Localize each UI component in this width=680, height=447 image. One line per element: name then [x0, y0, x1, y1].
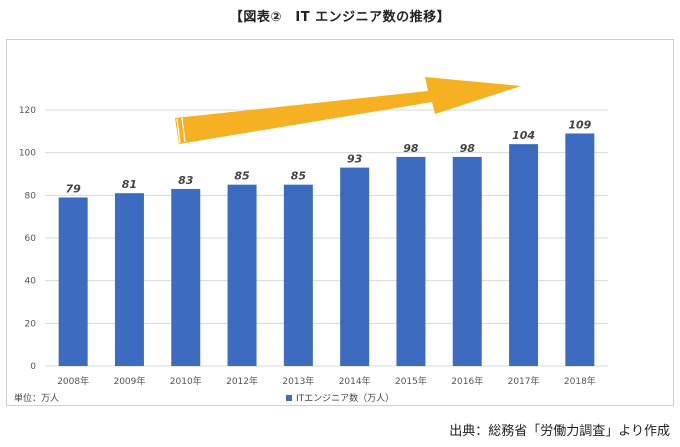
bar — [227, 184, 257, 366]
y-tick-label: 120 — [19, 106, 36, 116]
bar — [452, 156, 482, 366]
arrow-tail-stripe — [176, 118, 181, 144]
y-tick-label: 40 — [25, 277, 37, 287]
trend-arrow-shape — [175, 77, 521, 144]
x-tick-label: 2012年 — [226, 375, 258, 387]
x-tick-label: 2016年 — [451, 375, 483, 387]
x-tick-label: 2015年 — [395, 375, 427, 387]
bar — [58, 197, 88, 366]
data-label: 83 — [178, 174, 194, 187]
x-tick-label: 2009年 — [113, 375, 145, 387]
data-label: 109 — [568, 118, 591, 131]
source-note: 出典：総務省「労働力調査」より作成 — [449, 424, 670, 439]
bar — [340, 167, 370, 366]
data-label: 85 — [234, 170, 250, 183]
x-tick-label: 2008年 — [57, 375, 89, 387]
bar — [509, 144, 539, 366]
data-label: 104 — [512, 129, 535, 142]
data-label: 85 — [291, 170, 307, 183]
bar — [114, 193, 144, 366]
y-tick-label: 0 — [30, 362, 36, 372]
bar — [396, 156, 426, 366]
y-tick-label: 60 — [25, 234, 37, 244]
data-label: 98 — [460, 142, 476, 155]
bar — [171, 188, 201, 366]
legend-swatch — [286, 394, 292, 401]
bars — [58, 133, 595, 366]
legend: ITエンジニア数（万人） — [286, 391, 394, 404]
data-label: 81 — [122, 178, 137, 191]
x-tick-label: 2014年 — [339, 375, 371, 387]
y-axis-ticks: 0 20 40 60 80 100 120 — [19, 106, 36, 372]
data-label: 98 — [403, 142, 419, 155]
x-tick-label: 2018年 — [564, 375, 596, 387]
x-tick-label: 2017年 — [508, 375, 540, 387]
x-tick-label: 2010年 — [170, 375, 202, 387]
chart-title: 【図表② IT エンジニア数の推移】 — [229, 10, 451, 25]
trend-arrow — [175, 77, 521, 144]
data-label: 79 — [65, 182, 81, 195]
unit-label: 単位：万人 — [14, 394, 60, 404]
bar — [565, 133, 595, 366]
arrow-tail-stripe — [181, 117, 186, 143]
bar — [283, 184, 313, 366]
y-tick-label: 20 — [25, 319, 37, 329]
legend-label: ITエンジニア数（万人） — [296, 394, 395, 404]
data-label: 93 — [347, 153, 363, 166]
y-tick-label: 80 — [25, 191, 37, 201]
x-tick-label: 2013年 — [282, 375, 314, 387]
x-axis-ticks: 2008年 2009年 2010年 2012年 2013年 2014年 2015年 2016年… — [57, 375, 596, 387]
data-labels: 79 81 83 85 85 93 98 98 104 109 — [65, 118, 591, 195]
y-tick-label: 100 — [19, 149, 36, 159]
